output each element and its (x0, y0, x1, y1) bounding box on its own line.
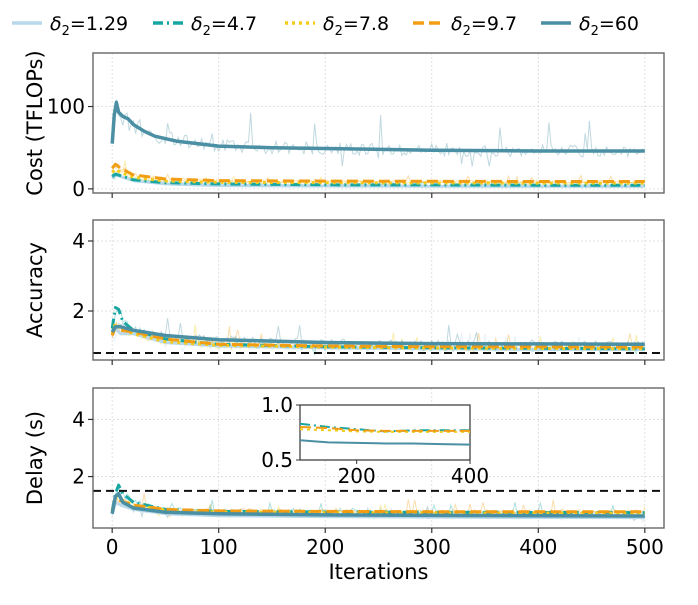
inset-x-tick-label: 200 (338, 464, 376, 488)
legend-label-value: =4.7 (211, 13, 257, 35)
x-tick-label: 300 (413, 535, 451, 559)
series-line-d60 (110, 491, 645, 518)
inset-series-line-d60 (299, 439, 471, 446)
x-tick-label: 400 (519, 535, 557, 559)
legend-label-d78: δ2=7.8 (323, 13, 389, 39)
series-line-d47 (110, 483, 645, 515)
legend-label-value: =9.7 (471, 13, 517, 35)
legend-entry-d60: δ2=60 (541, 13, 639, 39)
y-tick-label: 2 (72, 465, 85, 489)
legend-label-prefix: δ (451, 13, 463, 35)
legend-entry-d129: δ2=1.29 (12, 13, 128, 39)
y-tick-label: 100 (47, 95, 85, 119)
x-tick-label: 0 (106, 535, 119, 559)
legend: δ2=1.29 δ2=4.7 δ2=7.8 δ2=9.7 δ2=60 (12, 13, 639, 39)
axes-frame-accuracy (92, 219, 665, 361)
legend-label-value: =7.8 (343, 13, 389, 35)
series-line-d60 (110, 100, 645, 153)
axes-frame-cost (92, 52, 665, 194)
series-line-d97 (111, 162, 645, 183)
subplot-delay: 2 4 0 100 200 300 400 500 Delay (s) 0.5 1.0 200 400 (23, 387, 665, 559)
y-tick-label: 4 (72, 407, 85, 431)
legend-label-d97: δ2=9.7 (451, 13, 517, 39)
legend-label-prefix: δ (191, 13, 203, 35)
series-line-d47 (111, 172, 645, 187)
legend-label-d129: δ2=1.29 (50, 13, 128, 39)
legend-label-prefix: δ (579, 13, 591, 35)
legend-entry-d97: δ2=9.7 (413, 13, 517, 39)
series-line-d97 (110, 497, 645, 514)
y-tick-label: 4 (72, 229, 85, 253)
legend-label-value: =60 (599, 13, 639, 35)
legend-label-sub: 2 (463, 24, 471, 39)
legend-label-value: =1.29 (70, 13, 128, 35)
inset-delay: 0.5 1.0 200 400 (261, 393, 489, 488)
series-line-d60 (110, 325, 645, 347)
legend-label-sub: 2 (62, 24, 70, 39)
y-axis-label-cost: Cost (TFLOPs) (23, 50, 47, 195)
y-tick-label: 0 (72, 177, 85, 201)
x-axis-label: Iterations (328, 560, 428, 584)
inset-y-tick-label: 0.5 (261, 448, 293, 472)
legend-label-d47: δ2=4.7 (191, 13, 257, 39)
inset-series-line-d78 (299, 428, 470, 433)
raw-trace-d60 (111, 99, 646, 167)
x-tick-label: 500 (626, 535, 664, 559)
legend-label-prefix: δ (323, 13, 335, 35)
y-axis-label-accuracy: Accuracy (23, 242, 47, 338)
y-tick-label: 2 (72, 299, 85, 323)
x-tick-label: 200 (306, 535, 344, 559)
legend-entry-d78: δ2=7.8 (285, 13, 389, 39)
legend-label-sub: 2 (203, 24, 211, 39)
series-line-d97 (110, 325, 645, 349)
plot-area-accuracy (110, 306, 646, 356)
plot-area-cost (110, 99, 646, 188)
legend-label-d60: δ2=60 (579, 13, 639, 39)
x-tick-label: 100 (200, 535, 238, 559)
legend-label-sub: 2 (591, 24, 599, 39)
series-line-d78 (111, 167, 645, 185)
axes-frame-delay (92, 387, 665, 529)
inset-y-tick-label: 1.0 (261, 393, 293, 417)
legend-entry-d47: δ2=4.7 (153, 13, 257, 39)
series-line-d78 (110, 495, 645, 515)
legend-label-prefix: δ (50, 13, 62, 35)
inset-x-tick-label: 400 (451, 464, 489, 488)
legend-label-sub: 2 (335, 24, 343, 39)
subplot-accuracy: 2 4 Accuracy (23, 219, 665, 365)
y-axis-label-delay: Delay (s) (23, 411, 47, 505)
plot-area-delay (110, 483, 646, 524)
inset-series-line-d97 (299, 426, 470, 432)
